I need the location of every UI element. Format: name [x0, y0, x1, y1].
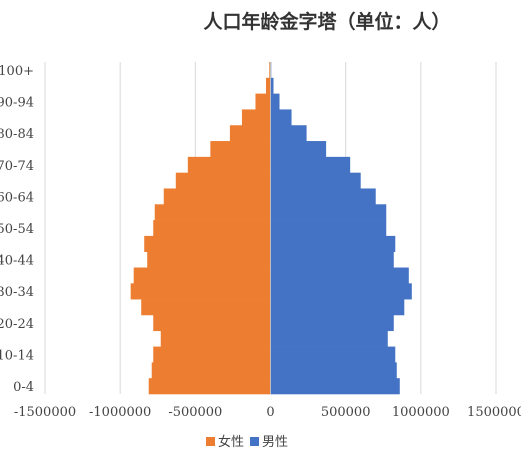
bar-female-55-59: [154, 204, 271, 221]
bar-male-15-19: [270, 330, 388, 347]
y-tick-label: 90-94: [0, 96, 34, 111]
bar-male-25-29: [270, 299, 405, 316]
legend: 女性 男性: [206, 434, 288, 450]
bar-female-75-79: [210, 141, 271, 158]
legend-label-male: 男性: [262, 435, 288, 450]
x-tick-label: -1500000: [14, 405, 76, 420]
bar-female-50-54: [153, 220, 271, 237]
bar-female-35-39: [133, 267, 271, 284]
y-tick-label: 50-54: [0, 222, 34, 237]
y-tick-label: 70-74: [0, 159, 34, 174]
bar-female-30-34: [130, 283, 271, 300]
bar-male-80-84: [270, 125, 307, 142]
bar-female-5-9: [151, 362, 271, 379]
bar-female-80-84: [229, 125, 271, 142]
x-tick-label: 1000000: [392, 405, 450, 420]
bar-female-60-64: [163, 188, 271, 205]
bar-male-35-39: [270, 267, 409, 284]
x-tick-label: -1000000: [89, 405, 151, 420]
bar-male-95-99: [270, 77, 274, 94]
bar-male-50-54: [270, 220, 387, 237]
y-tick-label: 60-64: [0, 190, 34, 205]
bar-male-75-79: [270, 141, 327, 158]
bar-male-40-44: [270, 251, 394, 268]
bar-female-10-14: [153, 346, 271, 363]
x-tick-label: 0: [266, 405, 274, 420]
bar-female-25-29: [141, 299, 271, 316]
y-tick-label: 100+: [0, 64, 34, 79]
bar-female-85-89: [241, 109, 271, 126]
chart-title: 人口年龄金字塔（单位：人）: [203, 10, 450, 33]
bar-male-60-64: [270, 188, 376, 205]
y-tick-label: 80-84: [0, 127, 34, 142]
x-tick-label: 500000: [321, 405, 371, 420]
bar-male-90-94: [270, 93, 280, 110]
bar-male-45-49: [270, 235, 396, 253]
x-tick-label: 1500000: [467, 405, 521, 420]
y-tick-label: 10-14: [0, 348, 34, 363]
bar-male-0-4: [270, 378, 400, 395]
legend-swatch-male: [250, 437, 260, 446]
y-tick-label: 40-44: [0, 254, 34, 269]
x-tick-label: -500000: [168, 405, 222, 420]
bar-male-85-89: [270, 109, 292, 126]
bar-female-45-49: [144, 235, 271, 253]
bar-female-100+: [269, 62, 271, 79]
y-tick-label: 0-4: [13, 380, 34, 395]
axis-labels: -1500000 -1000000 -500000 0 500000 1000000 150…: [0, 64, 521, 420]
bar-male-30-34: [270, 283, 412, 300]
bar-male-55-59: [270, 204, 387, 221]
bar-female-65-69: [175, 172, 271, 189]
y-tick-label: 30-34: [0, 285, 34, 300]
bar-female-95-99: [265, 77, 271, 94]
bar-male-65-69: [270, 172, 361, 189]
bar-female-15-19: [160, 330, 271, 347]
bar-female-90-94: [255, 93, 271, 110]
bar-male-70-74: [270, 156, 351, 173]
legend-swatch-female: [206, 437, 215, 446]
bar-male-20-24: [270, 314, 394, 332]
bar-male-5-9: [270, 362, 397, 379]
bar-male-10-14: [270, 346, 396, 363]
bar-female-20-24: [153, 314, 271, 332]
bars: [130, 62, 412, 395]
bar-female-0-4: [148, 378, 271, 395]
y-tick-label: 20-24: [0, 317, 34, 332]
legend-label-female: 女性: [218, 434, 244, 450]
bar-female-40-44: [147, 251, 271, 268]
bar-female-70-74: [187, 156, 271, 173]
